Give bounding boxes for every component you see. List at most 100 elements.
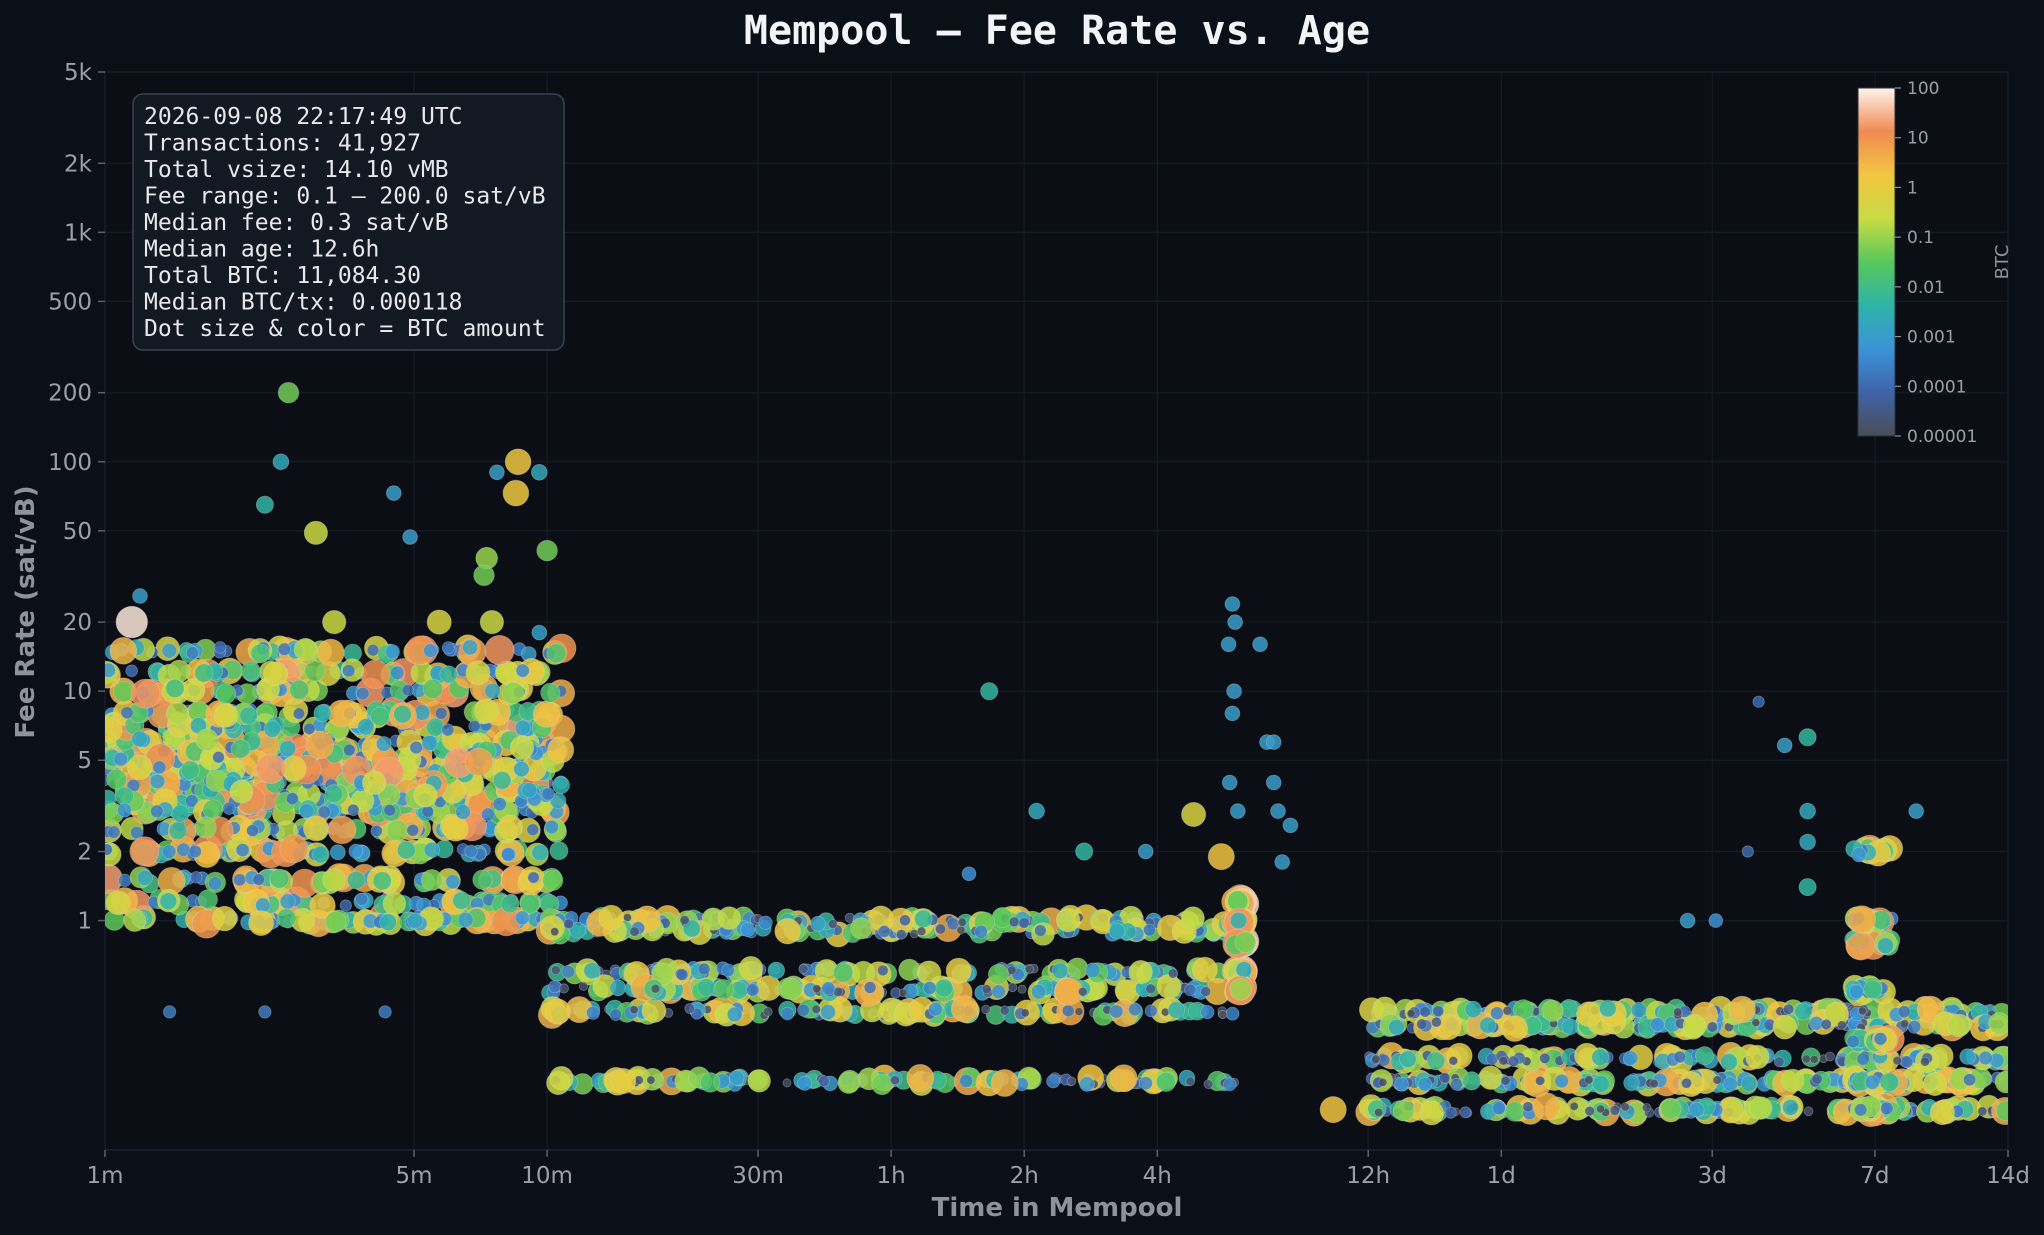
data-point (838, 1069, 862, 1093)
data-point (167, 659, 191, 683)
data-point (728, 1069, 745, 1086)
data-point (1200, 1004, 1215, 1020)
x-tick-label: 5m (395, 1163, 432, 1189)
data-point (434, 706, 448, 720)
data-point (385, 485, 402, 501)
data-point (1782, 1099, 1799, 1116)
data-point (370, 706, 390, 727)
x-tick-label: 1h (877, 1163, 906, 1189)
data-point (1507, 1055, 1520, 1068)
data-point (1873, 1032, 1888, 1046)
data-point (439, 665, 458, 684)
data-point (240, 661, 261, 681)
data-point (378, 1005, 392, 1019)
colorbar-gradient (1857, 87, 1896, 437)
data-point (305, 730, 335, 760)
data-point (684, 1003, 696, 1014)
data-point (1438, 1072, 1451, 1084)
data-point (1450, 1077, 1463, 1091)
data-point (390, 665, 405, 681)
data-point (357, 718, 375, 736)
data-point (974, 924, 988, 939)
data-point (810, 915, 826, 932)
colorbar-tick-label: 10 (1907, 129, 1929, 149)
data-point (532, 700, 561, 728)
data-point (598, 904, 624, 931)
data-point (827, 919, 838, 929)
data-point (609, 979, 627, 997)
data-point (629, 1005, 639, 1015)
data-point (1459, 1106, 1472, 1119)
data-point (1128, 959, 1153, 985)
data-point (1539, 1052, 1551, 1064)
data-point (339, 899, 352, 912)
data-point (726, 1006, 743, 1023)
data-point (1406, 1009, 1416, 1018)
data-point (1030, 984, 1047, 1000)
data-point (194, 663, 214, 683)
data-point (959, 1074, 974, 1088)
data-point (1224, 705, 1241, 722)
data-point (1978, 1050, 1993, 1066)
data-point (1448, 1056, 1459, 1066)
data-point (1584, 1075, 1594, 1085)
data-point (409, 740, 423, 755)
data-point (229, 779, 254, 804)
data-point (1673, 1050, 1687, 1064)
data-point (348, 843, 364, 859)
data-point (899, 914, 911, 927)
data-point (329, 844, 346, 861)
data-point (1075, 842, 1094, 861)
data-point (1501, 1015, 1528, 1042)
data-point (1908, 803, 1924, 819)
data-point (782, 1078, 792, 1088)
data-point (500, 894, 520, 914)
data-point (235, 843, 250, 857)
data-point (356, 686, 370, 701)
data-point (407, 912, 424, 930)
data-point (1145, 983, 1156, 995)
data-point (934, 978, 954, 998)
data-point (1798, 728, 1817, 747)
data-point (1897, 1005, 1911, 1019)
data-point (303, 660, 326, 682)
data-point (1066, 1076, 1077, 1086)
data-point (1623, 1050, 1639, 1066)
data-point (1221, 774, 1238, 791)
data-point (561, 964, 576, 979)
data-point (212, 751, 225, 764)
data-point (1630, 1001, 1647, 1019)
data-point (132, 588, 148, 604)
data-point (1963, 1073, 1977, 1087)
data-point (1444, 1106, 1457, 1119)
colorbar-tick-label: 0.1 (1907, 228, 1934, 248)
data-point (289, 679, 310, 700)
data-point (402, 529, 418, 545)
y-tick-label: 10 (63, 679, 92, 705)
data-point (568, 921, 587, 939)
data-point (502, 479, 530, 507)
data-point (362, 770, 387, 795)
data-point (343, 743, 356, 757)
data-point (1034, 924, 1047, 937)
data-point (1728, 995, 1756, 1024)
data-point (544, 998, 571, 1025)
data-point (1143, 923, 1156, 937)
data-point (1781, 1068, 1805, 1093)
data-point (1270, 803, 1286, 819)
data-point (1274, 854, 1290, 870)
data-point (1798, 878, 1817, 897)
x-tick-label: 1m (86, 1163, 123, 1189)
data-point (1498, 1055, 1509, 1066)
data-point (1679, 912, 1696, 929)
data-point (1977, 1106, 1988, 1117)
data-point (1846, 931, 1875, 961)
data-point (384, 644, 400, 660)
y-tick-label: 2k (64, 151, 93, 177)
data-point (1922, 1071, 1948, 1097)
data-point (1772, 1014, 1798, 1040)
data-point (185, 646, 200, 660)
data-point (988, 963, 1010, 985)
data-point (1554, 1073, 1569, 1089)
stats-line: Median BTC/tx: 0.000118 (144, 290, 463, 316)
